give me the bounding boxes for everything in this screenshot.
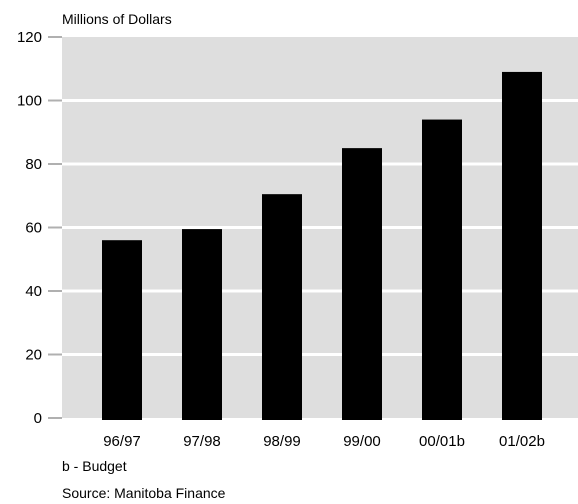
bars bbox=[102, 71, 542, 421]
y-tick-label: 100 bbox=[17, 93, 42, 110]
gridlines bbox=[62, 99, 578, 356]
bar-99-00 bbox=[342, 148, 382, 420]
bar-96-97 bbox=[102, 240, 142, 420]
y-tick-label: 60 bbox=[25, 220, 42, 237]
y-tick-label: 0 bbox=[34, 410, 42, 427]
bar-00-01b bbox=[422, 119, 462, 421]
bar-01-02b bbox=[502, 71, 542, 421]
x-tick-label: 96/97 bbox=[103, 433, 141, 450]
x-tick-label: 00/01b bbox=[419, 433, 465, 450]
y-axis-ticks: 0 20 40 60 80 100 120 bbox=[17, 29, 62, 427]
x-axis-ticks: 96/97 97/98 98/99 99/00 00/01b 01/02b bbox=[103, 433, 545, 450]
y-tick-label: 40 bbox=[25, 283, 42, 300]
bar-98-99 bbox=[262, 194, 302, 420]
x-tick-label: 97/98 bbox=[183, 433, 221, 450]
x-tick-label: 99/00 bbox=[343, 433, 381, 450]
y-tick-label: 80 bbox=[25, 156, 42, 173]
y-tick-label: 20 bbox=[25, 347, 42, 364]
x-tick-label: 01/02b bbox=[499, 433, 545, 450]
bar-97-98 bbox=[182, 229, 222, 420]
source-note: Source: Manitoba Finance bbox=[62, 485, 226, 501]
y-tick-label: 120 bbox=[17, 29, 42, 46]
x-tick-label: 98/99 bbox=[263, 433, 301, 450]
budget-footnote: b - Budget bbox=[62, 458, 127, 474]
y-axis-label: Millions of Dollars bbox=[62, 11, 172, 27]
